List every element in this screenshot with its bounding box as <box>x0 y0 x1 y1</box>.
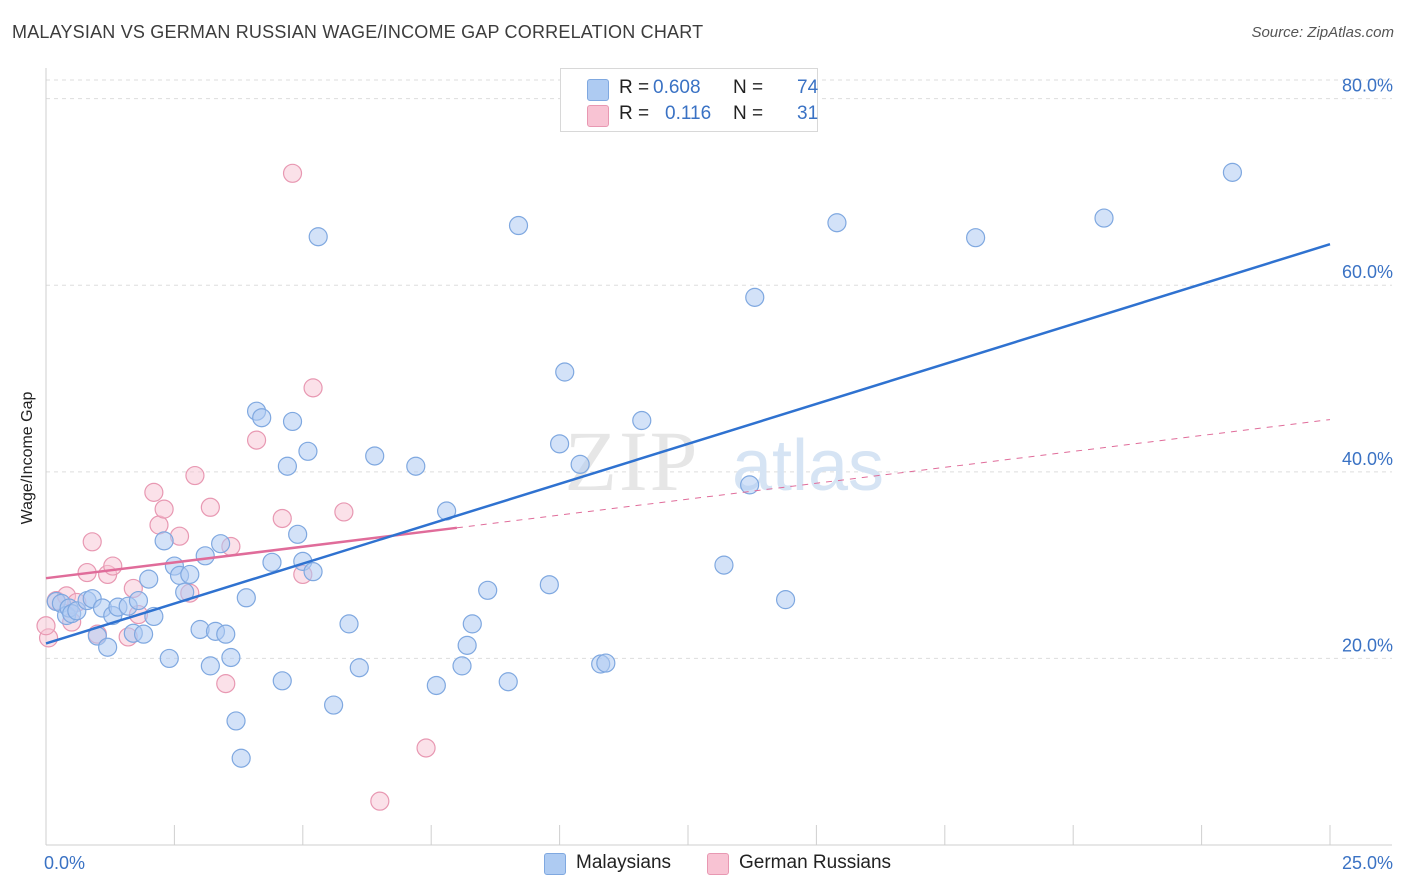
german-russians-point <box>154 499 174 519</box>
malaysians-point <box>139 569 159 589</box>
malaysians-point <box>159 648 179 669</box>
series-label-german-russians: German Russians <box>739 852 892 873</box>
trend-layer <box>45 243 1331 645</box>
malaysians-point <box>272 671 292 691</box>
german-russians-point <box>216 674 236 694</box>
malaysians-point <box>498 672 518 692</box>
malaysians-point <box>211 534 231 554</box>
malaysians-point <box>478 580 498 600</box>
german-russians-trend-dashed <box>456 419 1331 529</box>
malaysians-point <box>452 656 472 676</box>
malaysians-point <box>1222 162 1243 182</box>
german-russians-point <box>246 430 267 450</box>
malaysians-point <box>216 624 236 644</box>
legend-n-label: N = <box>733 103 764 124</box>
malaysians-point <box>966 228 986 248</box>
malaysians-point <box>195 546 215 566</box>
malaysians-point <box>827 213 847 233</box>
german-russians-point <box>103 556 123 576</box>
malaysians-point <box>745 287 765 307</box>
german-russians-point <box>149 515 169 535</box>
malaysians-point <box>740 475 760 495</box>
malaysians-point <box>133 624 154 644</box>
malaysians-point <box>226 711 246 731</box>
malaysians-point <box>462 614 482 634</box>
malaysians-point <box>457 635 477 655</box>
legend-swatch-german-russians <box>587 105 609 127</box>
legend-swatch-malaysians <box>587 79 609 101</box>
malaysians-point <box>714 555 734 575</box>
malaysians-point <box>775 590 796 610</box>
malaysians-point <box>221 647 241 668</box>
y-tick-label: 80.0% <box>1342 76 1393 96</box>
german-russians-point <box>272 508 292 529</box>
source-label: Source: ZipAtlas.com <box>1251 24 1394 41</box>
x-tick-label: 25.0% <box>1342 853 1393 873</box>
german-russians-point <box>200 497 220 517</box>
malaysians-point <box>596 653 616 673</box>
german-russians-point <box>36 616 56 636</box>
malaysians-point <box>288 524 308 544</box>
german-russians-point <box>282 163 303 183</box>
malaysians-point <box>349 658 369 678</box>
legend-n-value: 31 <box>797 103 819 124</box>
malaysians-trend <box>45 243 1331 645</box>
malaysians-point <box>200 656 220 676</box>
malaysians-point <box>555 362 575 382</box>
stats-legend: R = 0.608 N = 74 R = 0.116 N = 31 <box>560 68 818 132</box>
malaysians-point <box>308 227 328 247</box>
y-tick-label: 40.0% <box>1342 449 1393 469</box>
watermark-atlas: atlas <box>732 426 884 506</box>
malaysians-point <box>262 552 282 572</box>
malaysians-point <box>508 215 529 236</box>
german-russians-point <box>144 482 164 502</box>
y-tick-label: 60.0% <box>1342 262 1393 282</box>
german-russians-point <box>334 502 354 522</box>
malaysians-point <box>324 695 344 715</box>
german-russians-point <box>416 738 436 758</box>
malaysians-point <box>539 575 559 595</box>
legend-n-value: 74 <box>797 77 819 98</box>
malaysians-point <box>282 411 303 432</box>
malaysians-point <box>98 637 118 657</box>
malaysians-point <box>298 441 318 461</box>
malaysians-point <box>252 408 272 428</box>
malaysians-point <box>1094 208 1114 228</box>
malaysians-point <box>549 434 570 454</box>
malaysians-point <box>570 454 590 474</box>
x-tick-label: 0.0% <box>44 853 85 873</box>
legend-n-label: N = <box>733 77 764 98</box>
points-layer <box>36 162 1243 811</box>
legend-r-label: R = <box>619 77 650 98</box>
malaysians-point <box>154 531 174 551</box>
malaysians-point <box>180 564 200 585</box>
series-swatch-german-russians <box>707 853 729 875</box>
legend-r-value: 0.608 <box>653 77 701 98</box>
malaysians-point <box>303 562 323 582</box>
legend-r-label: R = <box>619 103 650 124</box>
malaysians-point <box>128 590 149 611</box>
malaysians-point <box>426 675 446 696</box>
legend-r-value: 0.116 <box>665 103 712 124</box>
german-russians-point <box>82 532 102 552</box>
axis-layer: 20.0% 40.0% 60.0% 80.0% 0.0% 25.0% <box>44 68 1393 873</box>
malaysians-point <box>365 446 385 466</box>
series-label-malaysians: Malaysians <box>576 852 672 873</box>
malaysians-point <box>236 588 256 608</box>
malaysians-point <box>231 748 251 768</box>
malaysians-point <box>339 614 359 634</box>
german-russians-point <box>370 791 390 811</box>
chart-title: MALAYSIAN VS GERMAN RUSSIAN WAGE/INCOME … <box>12 22 704 42</box>
malaysians-point <box>277 456 297 476</box>
series-swatch-malaysians <box>544 853 566 875</box>
y-tick-label: 20.0% <box>1342 635 1393 655</box>
german-russians-point <box>185 465 205 486</box>
malaysians-point <box>406 456 426 476</box>
malaysians-point <box>632 410 652 431</box>
german-russians-point <box>303 378 323 398</box>
